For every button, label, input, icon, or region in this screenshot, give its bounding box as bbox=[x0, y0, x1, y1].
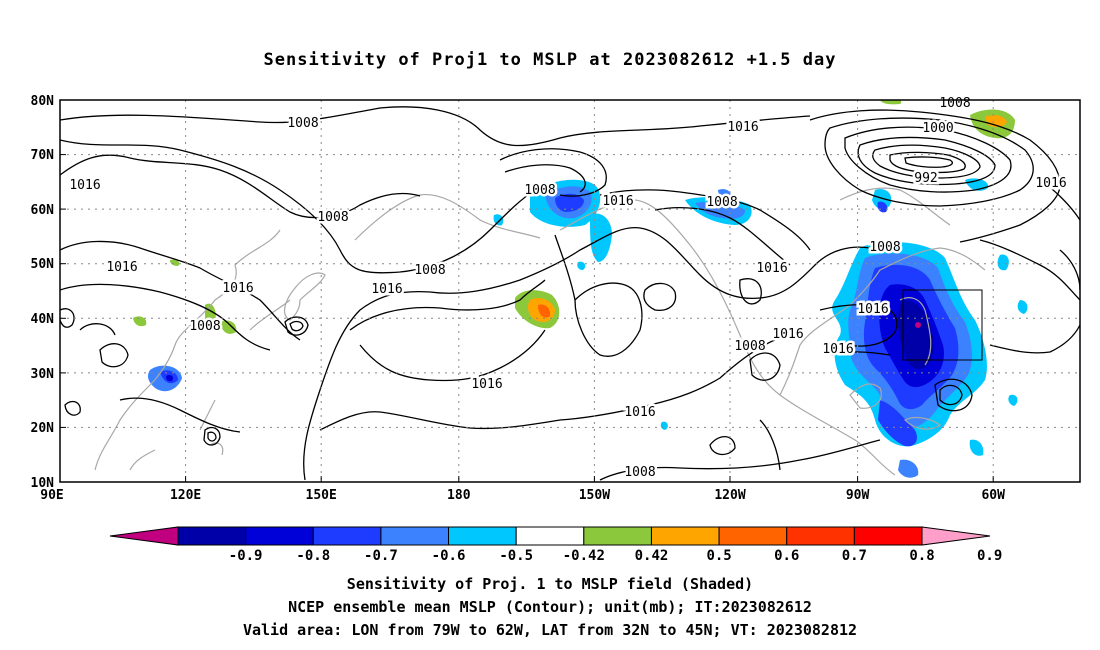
contour-label: 1016 bbox=[106, 260, 137, 275]
colorbar-swatch bbox=[853, 526, 923, 546]
colorbar-label: -0.9 bbox=[229, 548, 263, 564]
contour-label: 1016 bbox=[371, 282, 402, 297]
contour-label: 1016 bbox=[602, 194, 633, 209]
lat-label: 70N bbox=[31, 148, 55, 163]
contour-label: 1008 bbox=[624, 465, 655, 480]
colorbar-label: 0.6 bbox=[774, 548, 799, 564]
colorbar-swatch bbox=[448, 526, 517, 546]
contour-label-group: 1008 1016 1016 1008 1008 1016 1008 1016 … bbox=[67, 94, 1069, 483]
contour-label: 1016 bbox=[624, 405, 655, 420]
footer-line-1: Sensitivity of Proj. 1 to MSLP field (Sh… bbox=[346, 575, 754, 593]
colorbar-label: 0.8 bbox=[909, 548, 934, 564]
footer-line-3: Valid area: LON from 79W to 62W, LAT fro… bbox=[242, 621, 858, 639]
lon-label: 180 bbox=[447, 488, 471, 503]
contour-label: 1008 bbox=[706, 195, 737, 210]
colorbar-swatch bbox=[245, 526, 314, 546]
colorbar-swatch bbox=[650, 526, 720, 546]
lon-label: 60W bbox=[981, 488, 1005, 503]
contour-label: 1000 bbox=[922, 121, 953, 136]
colorbar-swatch bbox=[177, 526, 247, 546]
lon-label: 150E bbox=[306, 488, 337, 503]
contour-label: 1008 bbox=[287, 116, 318, 131]
lat-label: 10N bbox=[31, 476, 55, 491]
colorbar-label: 0.5 bbox=[706, 548, 731, 564]
contour-label: 1016 bbox=[756, 261, 787, 276]
colorbar-label: 0.42 bbox=[635, 548, 669, 564]
contour-label: 1008 bbox=[869, 240, 900, 255]
colorbar-label: 0.9 bbox=[977, 548, 1002, 564]
colorbar-label: 0.7 bbox=[842, 548, 867, 564]
colorbar-label: -0.7 bbox=[364, 548, 398, 564]
contour-label: 1016 bbox=[727, 120, 758, 135]
lon-labels: 90E 120E 150E 180 150W 120W 90W 60W bbox=[40, 488, 1005, 503]
contour-label: 1008 bbox=[189, 319, 220, 334]
sensitivity-shading bbox=[133, 100, 1028, 478]
mslp-contours bbox=[60, 106, 1080, 481]
lon-label: 150W bbox=[579, 488, 610, 503]
contour-label: 1016 bbox=[471, 377, 502, 392]
lat-label: 30N bbox=[31, 367, 55, 382]
map-title: Sensitivity of Proj1 to MSLP at 20230826… bbox=[263, 50, 837, 70]
contour-label: 1016 bbox=[1035, 176, 1066, 191]
colorbar-swatch bbox=[718, 526, 788, 546]
map-frame bbox=[59, 99, 1081, 483]
contour-label: 1016 bbox=[822, 342, 853, 357]
lat-label: 20N bbox=[31, 421, 55, 436]
lat-lon-grid bbox=[60, 100, 1080, 482]
contour-label: 1008 bbox=[414, 263, 445, 278]
lon-label: 90E bbox=[40, 488, 63, 503]
contour-label: 1008 bbox=[939, 96, 970, 111]
contour-label: 1008 bbox=[317, 210, 348, 225]
colorbar-label: -0.42 bbox=[563, 548, 605, 564]
colorbar-left-arrow bbox=[109, 526, 179, 546]
lon-label: 120E bbox=[170, 488, 201, 503]
contour-label: 1016 bbox=[69, 178, 100, 193]
colorbar-right-arrow bbox=[921, 526, 991, 546]
colorbar-label: -0.6 bbox=[432, 548, 466, 564]
lon-label: 120W bbox=[714, 488, 745, 503]
contour-label: 1016 bbox=[772, 327, 803, 342]
colorbar-swatch bbox=[380, 526, 450, 546]
footer-line-2: NCEP ensemble mean MSLP (Contour); unit(… bbox=[288, 598, 812, 616]
axis-ticks bbox=[60, 154, 994, 482]
contour-label: 992 bbox=[914, 171, 937, 186]
colorbar-swatch bbox=[583, 526, 652, 546]
colorbar-swatch bbox=[515, 526, 585, 546]
lat-label: 80N bbox=[31, 94, 55, 109]
contour-label: 1008 bbox=[734, 339, 765, 354]
lat-label: 40N bbox=[31, 312, 55, 327]
contour-label: 1016 bbox=[222, 281, 253, 296]
coastlines bbox=[94, 187, 986, 476]
lat-label: 60N bbox=[31, 203, 55, 218]
colorbar-swatch bbox=[312, 526, 382, 546]
lat-labels: 80N 70N 60N 50N 40N 30N 20N 10N bbox=[31, 94, 55, 491]
lat-label: 50N bbox=[31, 257, 55, 272]
contour-label: 1008 bbox=[524, 183, 555, 198]
colorbar: -0.9 -0.8 -0.7 -0.6 -0.5 -0.42 0.42 0.5 0.6 0.7 0.… bbox=[109, 526, 1002, 564]
colorbar-label: -0.8 bbox=[296, 548, 330, 564]
valid-area-box bbox=[902, 289, 983, 361]
colorbar-swatch bbox=[786, 526, 855, 546]
colorbar-label: -0.5 bbox=[499, 548, 533, 564]
lon-label: 90W bbox=[846, 488, 870, 503]
contour-label: 1016 bbox=[857, 302, 888, 317]
